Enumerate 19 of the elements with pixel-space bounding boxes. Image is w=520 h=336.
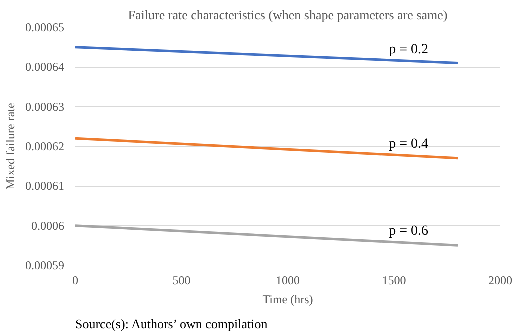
y-tick-label: 0.00059: [26, 258, 64, 272]
x-tick-label: 0: [72, 274, 78, 288]
x-axis-title: Time (hrs): [262, 292, 314, 306]
y-tick-label: 0.00065: [26, 20, 64, 34]
x-tick-label: 1000: [276, 274, 300, 288]
y-tick-label: 0.0006: [32, 218, 64, 233]
series-label: p = 0.4: [389, 136, 429, 152]
y-tick-label: 0.00061: [26, 179, 64, 194]
y-tick-label: 0.00063: [26, 100, 64, 114]
chart-title: Failure rate characteristics (when shape parameters are same): [128, 8, 448, 22]
series-label: p = 0.2: [389, 42, 429, 58]
x-tick-label: 1500: [382, 274, 406, 288]
series-label: p = 0.6: [389, 224, 429, 240]
source-note: Source(s): Authors’ own compilation: [76, 316, 268, 332]
y-tick-label: 0.00062: [26, 140, 64, 154]
y-axis-title: Mixed failure rate: [4, 103, 18, 190]
y-tick-label: 0.00064: [26, 60, 64, 74]
x-tick-label: 500: [172, 274, 191, 288]
x-tick-label: 2000: [488, 274, 512, 288]
